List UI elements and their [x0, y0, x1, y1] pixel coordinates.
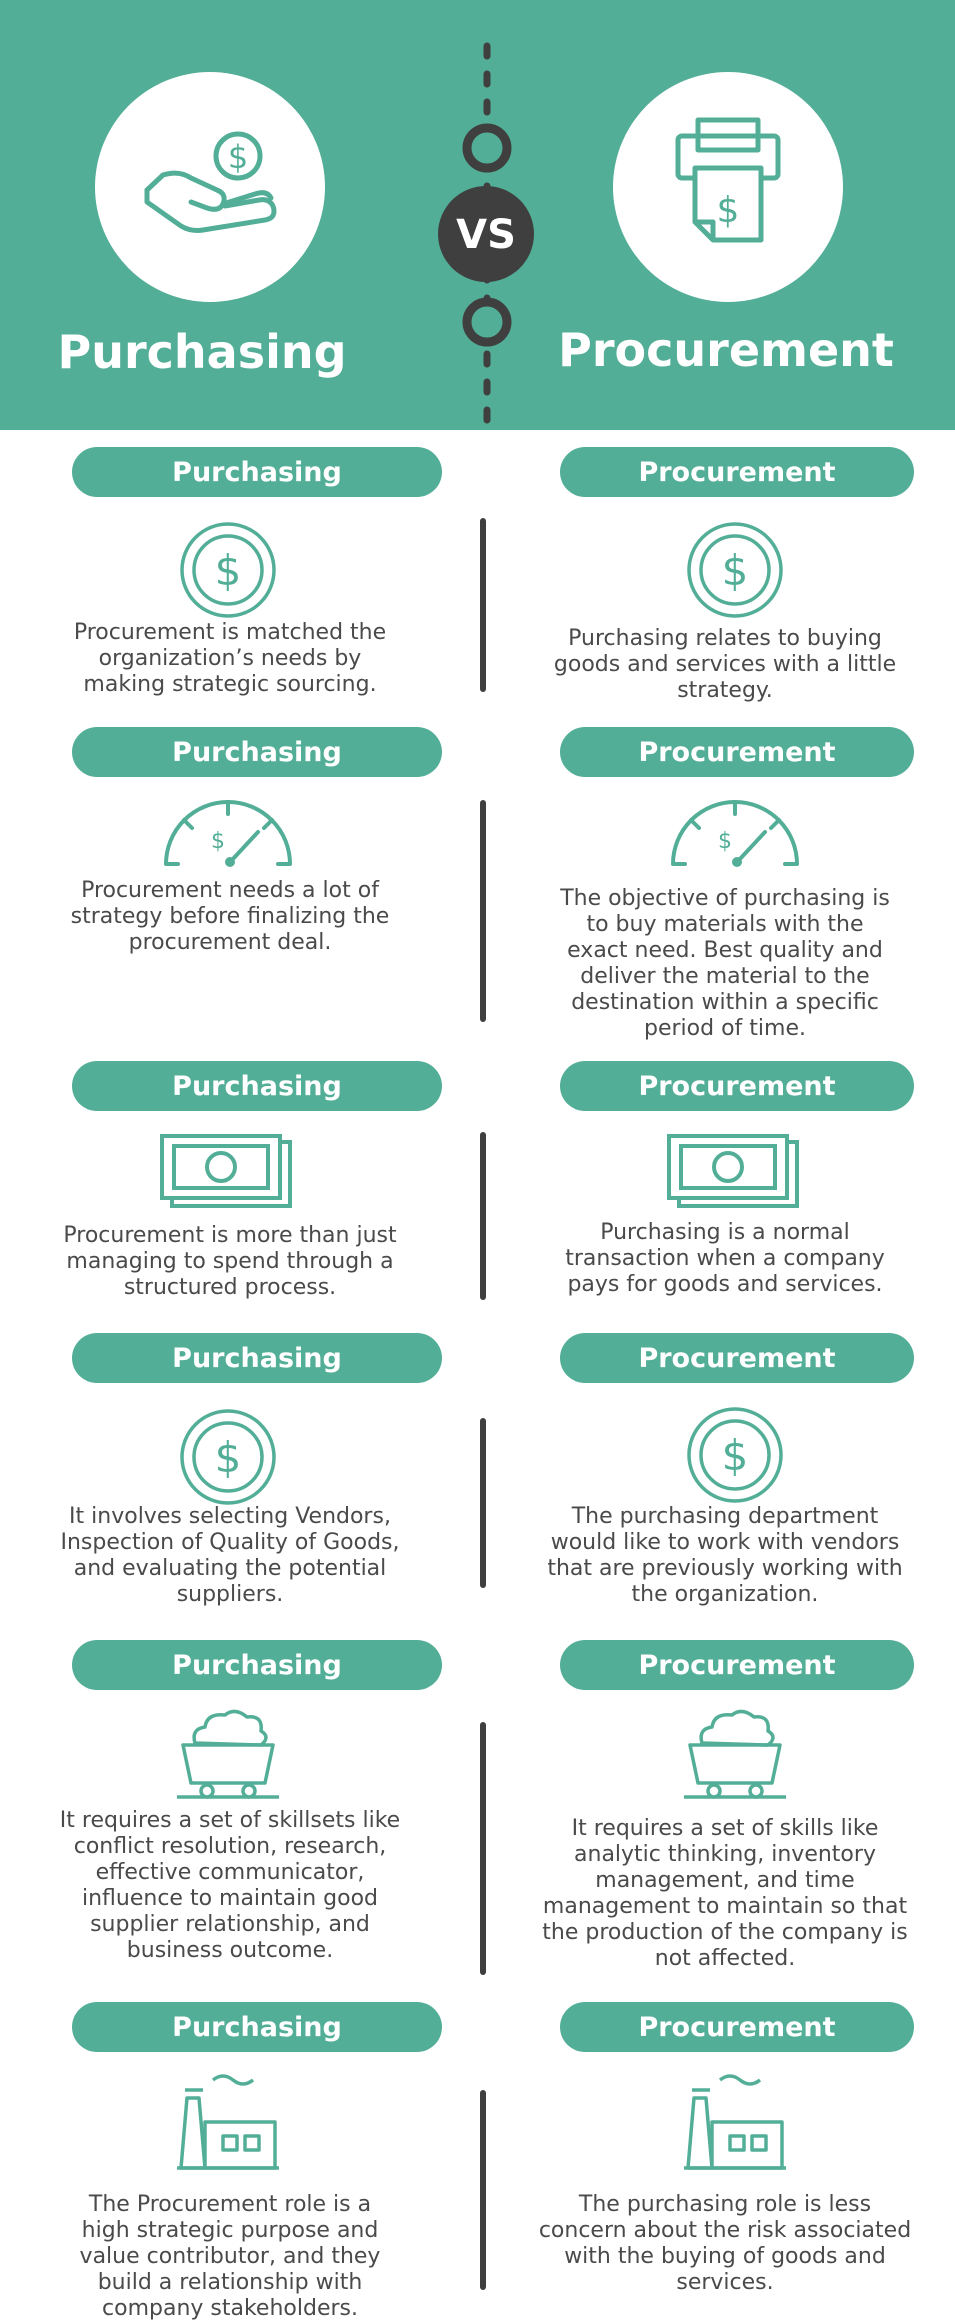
- hand-coin-icon: $: [144, 131, 277, 233]
- mine-cart-icon: [173, 1705, 283, 1805]
- svg-text:$: $: [722, 1431, 749, 1480]
- svg-text:$: $: [718, 829, 732, 854]
- receipt-printer-icon: $: [675, 117, 781, 243]
- procurement-pill: Procurement: [560, 1061, 914, 1111]
- column-divider: [480, 2090, 486, 2290]
- svg-text:$: $: [211, 829, 225, 854]
- procurement-description: Purchasing is a normal transaction when …: [565, 1220, 885, 1297]
- purchasing-description: Procurement is more than just managing t…: [63, 1223, 397, 1300]
- banknote-icon: [158, 1132, 298, 1212]
- connector-ring-top: [462, 123, 512, 173]
- banknote-icon: [665, 1132, 805, 1212]
- purchasing-description: Procurement needs a lot of strategy befo…: [70, 878, 390, 955]
- column-divider: [480, 1418, 486, 1588]
- procurement-description: The purchasing role is less concern abou…: [538, 2192, 912, 2295]
- gauge-icon: $: [158, 792, 298, 872]
- dollar-coin-icon: $: [680, 1400, 790, 1510]
- purchasing-description: The Procurement role is a high strategic…: [79, 2192, 381, 2320]
- dollar-coin-icon: $: [173, 1402, 283, 1512]
- dollar-coin-icon: $: [173, 515, 283, 625]
- procurement-pill: Procurement: [560, 1333, 914, 1383]
- gauge-icon: $: [665, 792, 805, 872]
- factory-icon: [680, 2068, 790, 2178]
- purchasing-pill: Purchasing: [72, 2002, 442, 2052]
- vs-badge: [438, 186, 534, 282]
- svg-text:$: $: [722, 546, 749, 595]
- header-title-right: Procurement: [558, 323, 894, 377]
- purchasing-pill: Purchasing: [72, 1333, 442, 1383]
- purchasing-description: Procurement is matched the organization’…: [73, 620, 387, 697]
- dollar-coin-icon: $: [680, 515, 790, 625]
- right-icon-circle: $: [613, 72, 843, 302]
- purchasing-pill: Purchasing: [72, 447, 442, 497]
- vs-label: VS: [456, 212, 516, 258]
- connector-ring-bottom: [462, 297, 512, 347]
- purchasing-pill: Purchasing: [72, 727, 442, 777]
- mine-cart-icon: [680, 1705, 790, 1805]
- procurement-description: It requires a set of skills like analyti…: [542, 1816, 908, 1971]
- purchasing-pill: Purchasing: [72, 1640, 442, 1690]
- column-divider: [480, 1722, 486, 1975]
- procurement-description: The objective of purchasing is to buy ma…: [560, 886, 890, 1041]
- procurement-pill: Procurement: [560, 447, 914, 497]
- procurement-pill: Procurement: [560, 1640, 914, 1690]
- svg-text:$: $: [717, 190, 740, 231]
- header-title-left: Purchasing: [57, 325, 347, 379]
- procurement-pill: Procurement: [560, 2002, 914, 2052]
- svg-text:$: $: [215, 1433, 242, 1482]
- left-icon-circle: $: [95, 72, 325, 302]
- procurement-description: The purchasing department would like to …: [547, 1504, 903, 1607]
- purchasing-description: It involves selecting Vendors, Inspectio…: [60, 1504, 400, 1607]
- column-divider: [480, 518, 486, 692]
- factory-icon: [173, 2068, 283, 2178]
- vs-connector: VS: [438, 42, 534, 429]
- column-divider: [480, 800, 486, 1022]
- svg-text:$: $: [215, 546, 242, 595]
- svg-text:$: $: [228, 138, 248, 176]
- procurement-description: Purchasing relates to buying goods and s…: [553, 626, 897, 703]
- purchasing-pill: Purchasing: [72, 1061, 442, 1111]
- column-divider: [480, 1132, 486, 1300]
- purchasing-description: It requires a set of skillsets like conf…: [59, 1808, 401, 1963]
- procurement-pill: Procurement: [560, 727, 914, 777]
